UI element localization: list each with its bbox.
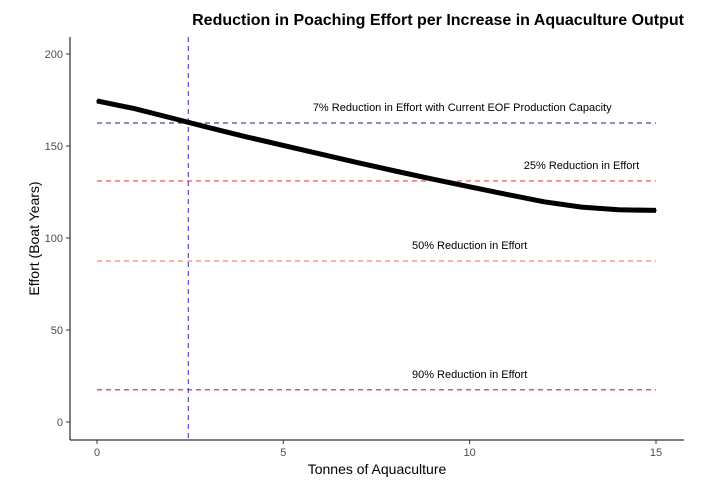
- series-point-0-14: [617, 209, 620, 211]
- reference-line-label-2: 50% Reduction in Effort: [412, 240, 527, 252]
- series-point-0-13: [580, 206, 583, 208]
- plot-area: 7% Reduction in Effort with Current EOF …: [96, 37, 657, 440]
- series-point-0-11: [506, 193, 508, 196]
- series-point-0-9: [431, 178, 434, 180]
- series-point-0-8: [394, 170, 396, 172]
- x-tick-label-3: 15: [650, 447, 662, 459]
- x-tick-label-1: 5: [280, 447, 286, 459]
- chart-title: Reduction in Poaching Effort per Increas…: [192, 12, 685, 29]
- x-axis-ticks: 0 5 10 15: [94, 440, 662, 459]
- reference-line-label-3: 90% Reduction in Effort: [412, 369, 527, 381]
- series-point-0-4: [245, 136, 247, 138]
- y-tick-label-2: 100: [45, 233, 63, 245]
- y-tick-label-3: 150: [45, 141, 63, 153]
- x-tick-label-0: 0: [94, 447, 100, 459]
- y-tick-label-4: 200: [45, 49, 63, 61]
- series-point-0-5: [282, 144, 285, 147]
- series-point-0-2: [170, 117, 173, 119]
- series-line-0: [96, 98, 657, 213]
- series-point-0-10: [468, 186, 471, 188]
- y-axis-title: Effort (Boat Years): [26, 181, 42, 295]
- series-point-0-6: [319, 153, 322, 155]
- y-axis-ticks: 0 50 100 150 200: [45, 49, 70, 429]
- series-point-0-3: [208, 126, 210, 129]
- y-tick-label-0: 0: [57, 417, 63, 429]
- series-point-0-15: [655, 209, 657, 212]
- series-point-0-12: [543, 200, 545, 203]
- series-point-0-0: [96, 100, 98, 102]
- y-tick-label-1: 50: [51, 325, 63, 337]
- series-point-0-7: [357, 161, 359, 164]
- reference-line-label-1: 25% Reduction in Effort: [524, 160, 639, 172]
- reference-line-label-0: 7% Reduction in Effort with Current EOF …: [313, 102, 612, 114]
- x-tick-label-2: 10: [464, 447, 476, 459]
- x-axis-title: Tonnes of Aquaculture: [308, 461, 447, 477]
- series-point-0-1: [133, 107, 136, 110]
